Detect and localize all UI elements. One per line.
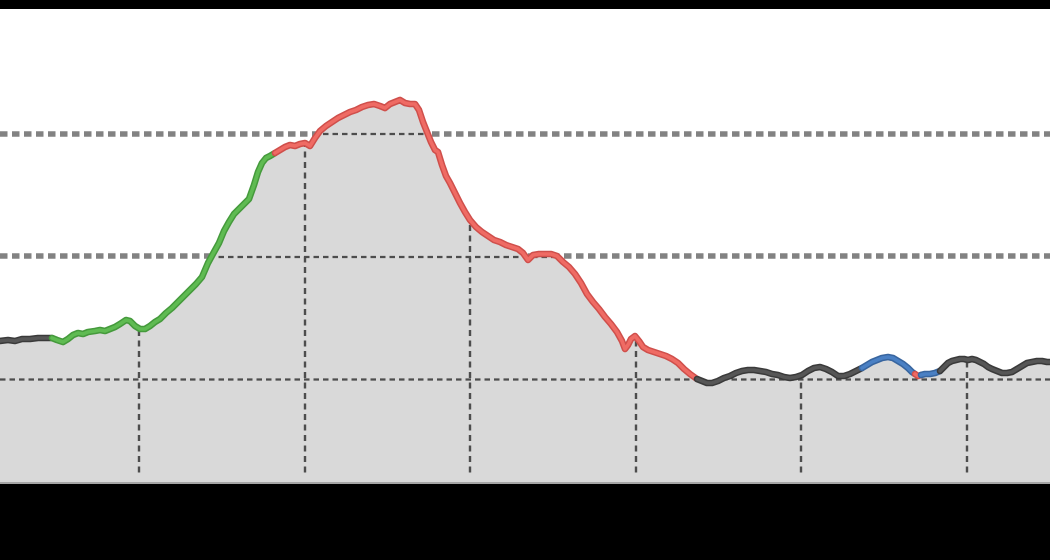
elevation-segment-summit-and-descent-red [273, 98, 699, 381]
elevation-segment-blue-segment-2 [919, 369, 942, 377]
elevation-segment-valley-flat-gray [695, 365, 864, 385]
gridlines-behind-fill [0, 131, 1050, 259]
top-letterbox-bar [0, 0, 1050, 9]
elevation-segment-blue-segment-1 [860, 355, 917, 376]
bottom-letterbox-bar [0, 484, 1050, 560]
elevation-area-fill [0, 100, 1050, 484]
elevation-segment-end-flat-gray [938, 357, 1050, 375]
elevation-segment-ascent-green [50, 151, 277, 344]
elevation-line-segments [0, 96, 1050, 387]
elevation-segment-start-flat [0, 336, 54, 343]
